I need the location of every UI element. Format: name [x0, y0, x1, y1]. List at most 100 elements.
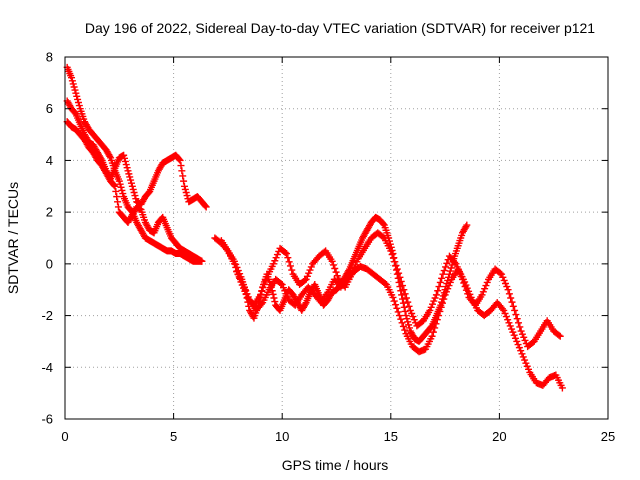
x-tick-label: 5 [170, 429, 177, 444]
data-point [435, 312, 443, 320]
x-tick-label: 20 [492, 429, 506, 444]
data-point [466, 290, 474, 298]
data-point [284, 254, 292, 262]
data-point [112, 187, 120, 195]
data-point [496, 269, 504, 277]
data-point [445, 282, 453, 290]
data-point [438, 299, 446, 307]
data-point [482, 282, 490, 290]
data-point [427, 303, 435, 311]
data-point [461, 278, 469, 286]
data-point [478, 291, 486, 299]
data-point [391, 258, 399, 266]
data-point [302, 275, 310, 283]
data-point [517, 327, 525, 335]
data-point [381, 280, 389, 288]
data-point [288, 266, 296, 274]
data-point [402, 294, 410, 302]
data-point [242, 287, 250, 295]
data-point [271, 257, 279, 265]
data-point [447, 264, 455, 272]
data-point [68, 74, 76, 82]
data-point [508, 298, 516, 306]
data-point [70, 83, 78, 91]
data-point [256, 291, 264, 299]
data-point [403, 315, 411, 323]
data-point [111, 182, 119, 190]
data-point [434, 287, 442, 295]
data-point [75, 102, 83, 110]
data-point [68, 77, 76, 85]
data-point [114, 203, 122, 211]
data-point [401, 290, 409, 298]
x-tick-label: 0 [61, 429, 68, 444]
data-point [518, 350, 526, 358]
data-point [502, 313, 510, 321]
data-point [118, 186, 126, 194]
data-point [399, 282, 407, 290]
data-point [441, 291, 449, 299]
data-point [303, 272, 311, 280]
data-point [512, 311, 520, 319]
data-point [514, 341, 522, 349]
data-point [503, 283, 511, 291]
data-point [230, 260, 238, 268]
data-point [399, 299, 407, 307]
data-point [282, 290, 290, 298]
data-point [519, 353, 527, 361]
data-point [443, 259, 451, 267]
data-point [379, 233, 387, 241]
x-tick-label: 15 [384, 429, 398, 444]
data-point [438, 274, 446, 282]
data-point [393, 265, 401, 273]
data-point [511, 306, 519, 314]
data-point [392, 261, 400, 269]
data-point [405, 302, 413, 310]
data-point [439, 270, 447, 278]
data-point [240, 284, 248, 292]
data-point [332, 268, 340, 276]
data-point [440, 267, 448, 275]
data-point [525, 365, 533, 373]
data-point [285, 258, 293, 266]
data-point [123, 164, 131, 172]
data-point [202, 203, 210, 211]
data-point [329, 261, 337, 269]
data-point [127, 176, 135, 184]
data-point [430, 297, 438, 305]
data-point [462, 223, 470, 231]
data-point [523, 362, 531, 370]
data-point [444, 285, 452, 293]
data-point [399, 322, 407, 330]
axis-ticks: 0 5 10 15 20 25 -6 -4 -2 0 2 4 6 8 [41, 50, 615, 445]
data-point [305, 269, 313, 277]
data-point [442, 288, 450, 296]
data-point [513, 337, 521, 345]
data-point [451, 258, 459, 266]
data-point [125, 170, 133, 178]
data-point [432, 320, 440, 328]
data-point [232, 263, 240, 271]
chart-title: Day 196 of 2022, Sidereal Day-to-day VTE… [85, 20, 595, 36]
data-point [556, 332, 564, 340]
data-point [278, 281, 286, 289]
data-point [509, 302, 517, 310]
y-tick-label: 6 [46, 101, 53, 116]
data-point [521, 336, 529, 344]
data-point [277, 280, 285, 288]
data-point [483, 278, 491, 286]
y-tick-label: -6 [41, 412, 53, 427]
data-point [446, 278, 454, 286]
data-point [281, 248, 289, 256]
data-point [401, 326, 409, 334]
data-point [74, 99, 82, 107]
data-point [175, 155, 183, 163]
data-point [183, 192, 191, 200]
data-point [270, 260, 278, 268]
data-point [506, 322, 514, 330]
data-point [504, 316, 512, 324]
data-point [132, 195, 140, 203]
data-point [126, 173, 134, 181]
data-point [182, 188, 190, 196]
